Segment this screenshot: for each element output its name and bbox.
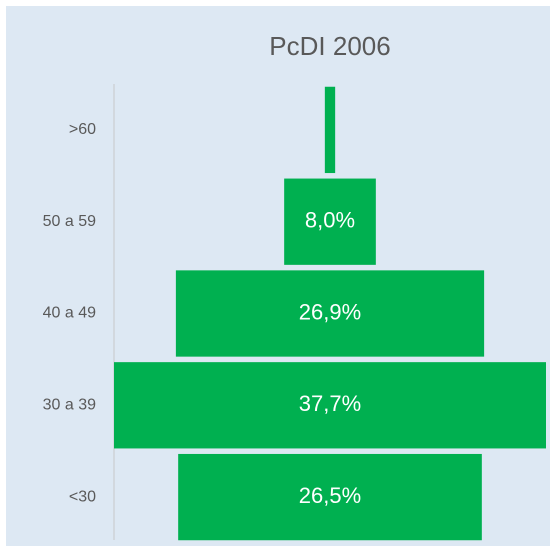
funnel-bar: [178, 453, 482, 541]
value-label: 8,0%: [305, 208, 355, 233]
value-label: 26,5%: [299, 483, 361, 508]
value-label: 26,9%: [299, 299, 361, 324]
funnel-bar: [114, 362, 546, 449]
value-label: 37,7%: [299, 391, 361, 416]
funnel-bar: [175, 270, 485, 357]
category-label: <30: [69, 488, 96, 505]
funnel-bar: [324, 86, 336, 174]
funnel-bar: [284, 178, 376, 265]
category-label: 40 a 49: [43, 305, 96, 322]
category-label: >60: [69, 121, 96, 138]
chart-title: PcDI 2006: [269, 31, 390, 61]
category-label: 30 a 39: [43, 397, 96, 414]
category-label: 50 a 59: [43, 213, 96, 230]
